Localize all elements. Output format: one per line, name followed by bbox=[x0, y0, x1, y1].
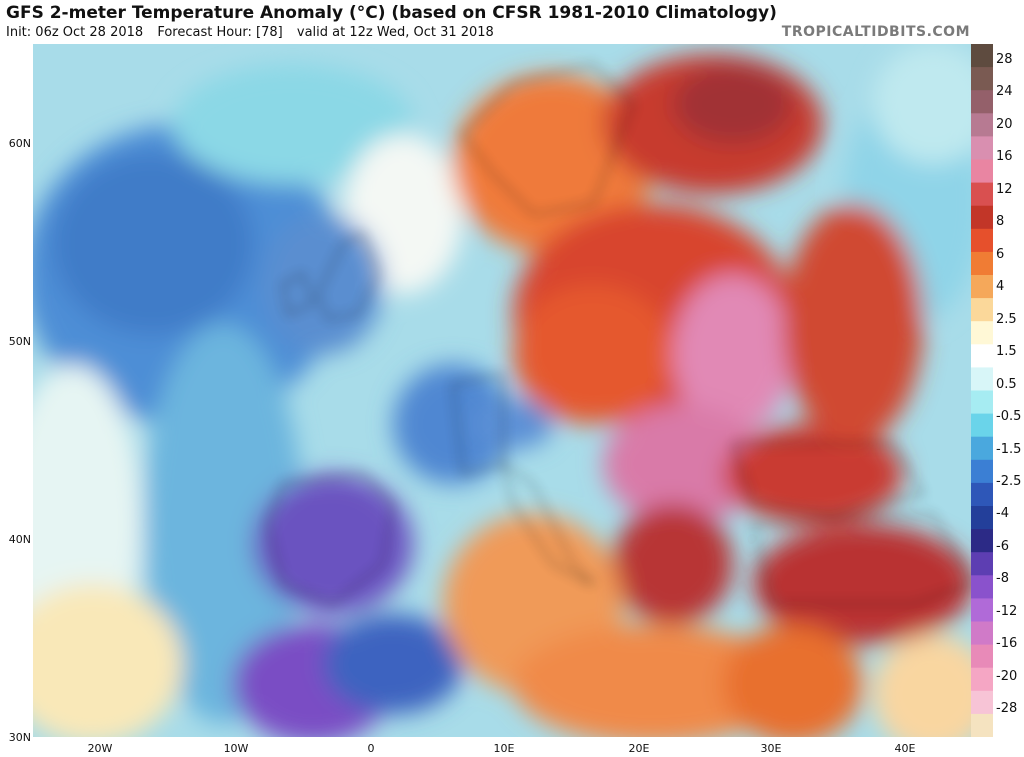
chart-subtitle: Init: 06z Oct 28 2018 Forecast Hour: [78… bbox=[6, 25, 504, 40]
colorbar-label: 8 bbox=[996, 214, 1005, 230]
lon-tick-20w: 20W bbox=[87, 742, 113, 755]
colorbar-label: -2.5 bbox=[996, 473, 1022, 489]
colorbar-segment bbox=[971, 506, 993, 530]
colorbar-label: 6 bbox=[996, 246, 1005, 262]
colorbar-segment bbox=[971, 552, 993, 576]
lat-tick-30n: 30N bbox=[8, 731, 31, 744]
colorbar-segment bbox=[971, 436, 993, 461]
colorbar-segment bbox=[971, 598, 993, 623]
colorbar-segment bbox=[971, 159, 993, 184]
colorbar-label: -6 bbox=[996, 538, 1009, 554]
colorbar-segment bbox=[971, 228, 993, 253]
colorbar-segment bbox=[971, 90, 993, 114]
colorbar-label: 2.5 bbox=[996, 311, 1017, 327]
colorbar-label: 16 bbox=[996, 149, 1013, 165]
colorbar-label: -0.5 bbox=[996, 409, 1022, 425]
colorbar-segment bbox=[971, 298, 993, 322]
lon-tick-30e: 30E bbox=[760, 742, 782, 755]
colorbar-segment bbox=[971, 136, 993, 161]
colorbar-label: 28 bbox=[996, 52, 1013, 67]
colorbar-segment bbox=[971, 367, 993, 392]
anomaly-map bbox=[33, 44, 971, 737]
colorbar-label: 0.5 bbox=[996, 376, 1017, 392]
colorbar-label: 12 bbox=[996, 181, 1013, 197]
colorbar-segment bbox=[971, 482, 993, 507]
colorbar-label: -4 bbox=[996, 506, 1009, 522]
anomaly-field bbox=[33, 44, 971, 737]
colorbar-label: -28 bbox=[996, 701, 1018, 717]
colorbar-segment bbox=[971, 644, 993, 669]
colorbar-segment bbox=[971, 690, 993, 715]
colorbar-segment bbox=[971, 113, 993, 137]
colorbar-segment bbox=[971, 621, 993, 646]
colorbar-segment bbox=[971, 44, 993, 68]
lat-tick-60n: 60N bbox=[8, 137, 31, 150]
chart-title: GFS 2-meter Temperature Anomaly (°C) (ba… bbox=[6, 3, 777, 23]
lon-tick-40e: 40E bbox=[894, 742, 916, 755]
forecast-hour-label: Forecast Hour: [78] bbox=[157, 25, 283, 40]
brand-watermark: TROPICALTIDBITS.COM bbox=[781, 24, 970, 40]
colorbar-segment bbox=[971, 321, 993, 345]
lon-tick-20e: 20E bbox=[628, 742, 650, 755]
colorbar-label: -16 bbox=[996, 636, 1018, 652]
colorbar-label: -8 bbox=[996, 571, 1009, 587]
coastlines bbox=[267, 63, 971, 605]
lon-tick-0: 0 bbox=[367, 742, 375, 755]
colorbar-segment bbox=[971, 205, 993, 230]
colorbar-segment bbox=[971, 251, 993, 276]
colorbar-label: -1.5 bbox=[996, 441, 1022, 457]
lat-tick-50n: 50N bbox=[8, 335, 31, 348]
init-label: Init: 06z Oct 28 2018 bbox=[6, 25, 144, 40]
lon-tick-10w: 10W bbox=[223, 742, 249, 755]
colorbar-label: 1.5 bbox=[996, 344, 1017, 360]
colorbar-label: -12 bbox=[996, 603, 1018, 619]
colorbar bbox=[971, 44, 993, 737]
valid-label: valid at 12z Wed, Oct 31 2018 bbox=[296, 25, 494, 40]
colorbar-segment bbox=[971, 344, 993, 368]
colorbar-segment bbox=[971, 529, 993, 553]
colorbar-label: -20 bbox=[996, 668, 1018, 684]
colorbar-label: 24 bbox=[996, 84, 1013, 100]
colorbar-segment bbox=[971, 413, 993, 438]
colorbar-segment bbox=[971, 182, 993, 207]
colorbar-segment bbox=[971, 459, 993, 484]
colorbar-label: 20 bbox=[996, 116, 1013, 132]
colorbar-segment bbox=[971, 667, 993, 692]
colorbar-segment bbox=[971, 275, 993, 299]
colorbar-segment bbox=[971, 67, 993, 91]
colorbar-segment bbox=[971, 575, 993, 599]
colorbar-segment bbox=[971, 390, 993, 415]
lat-tick-40n: 40N bbox=[8, 533, 31, 546]
lon-tick-10e: 10E bbox=[493, 742, 515, 755]
colorbar-segment bbox=[971, 713, 993, 737]
colorbar-label: 4 bbox=[996, 279, 1005, 295]
